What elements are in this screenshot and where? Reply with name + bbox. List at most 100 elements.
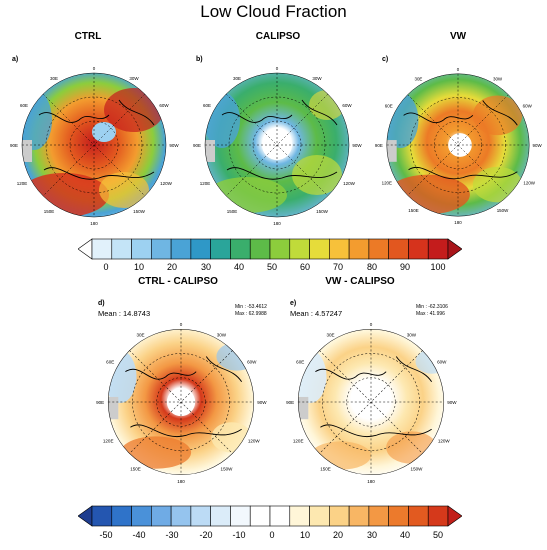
lon-label: 150W [221,467,234,472]
lon-label: 180 [367,479,375,484]
lon-label: 0 [457,67,460,72]
colorbar-swatch [111,505,132,527]
colorbar-swatch [210,505,231,527]
lon-label: 60W [159,103,169,108]
panel-d-mean: Mean : 14.8743 [98,309,151,318]
lon-label: 60E [20,103,28,108]
colorbar-swatch [170,238,192,260]
colorbar-bottom [78,505,462,527]
lon-label: 90E [375,143,383,148]
panel-e-min: Min : -62.3106 [416,304,448,310]
colorbar-end-right [447,238,462,260]
colorbar-swatch [388,238,409,260]
colorbar-tick: 40 [233,262,244,272]
lon-label: 150W [316,209,329,214]
lon-label: 120W [160,181,173,186]
colorbar-tick: 20 [166,262,177,272]
lon-label: 120E [382,181,392,186]
lon-label: 60W [247,360,257,365]
colorbar-top-ticks: 0 10 20 30 40 50 60 70 80 90 100 [0,262,547,274]
colorbar-swatch [190,238,211,260]
colorbar-bottom-ticks: -50 -40 -30 -20 -10 0 10 20 30 40 50 [0,530,547,542]
lon-label: 90E [10,143,18,148]
panel-b-title: CALIPSO [255,31,301,42]
lon-label: 0 [276,66,279,71]
colorbar-swatch [269,238,291,260]
colorbar-swatch [91,238,113,260]
lon-label: 120E [103,438,114,443]
colorbar-end-left [78,238,93,260]
lon-label: 150E [130,467,141,472]
colorbar-tick: 0 [269,530,275,540]
colorbar-tick: 10 [299,530,310,540]
lon-label: 30W [312,76,322,81]
lon-label: 120W [248,438,261,443]
lon-label: 120W [343,181,356,186]
colorbar-end-left [78,505,93,527]
colorbar-swatch [289,238,310,260]
lon-label: 30E [233,76,241,81]
colorbar-tick: 70 [332,262,343,272]
colorbar-swatch [230,238,251,260]
colorbar-swatch [427,505,449,527]
panel-d-label: d) [98,300,105,307]
colorbar-tick: 20 [332,530,343,540]
colorbar-tick: 40 [399,530,410,540]
lon-label: 60W [437,360,447,365]
lon-label: 90W [352,143,362,148]
colorbar-swatch [427,238,449,260]
panel-d-max: Max : 62.9988 [235,311,267,317]
lon-label: 120W [523,181,535,186]
colorbar-swatch [309,505,330,527]
colorbar-tick: -30 [165,530,179,540]
figure-title: Low Cloud Fraction [200,2,347,21]
lon-label: 90W [447,400,457,405]
colorbar-swatch [131,238,152,260]
lon-label: 0 [370,322,373,327]
colorbar-tick: 90 [399,262,410,272]
colorbar-swatch [408,505,429,527]
colorbar-swatch [348,505,370,527]
panel-e-mean: Mean : 4.57247 [290,309,343,318]
lon-label: 30W [407,332,417,337]
lon-label: 30W [217,332,227,337]
colorbar-swatch [368,238,389,260]
map-panel-b: 0 30E 60E 90E 120E 150E 180 150W 120W 90… [193,66,362,226]
colorbar-tick: 30 [200,262,211,272]
colorbar-tick: 0 [103,262,109,272]
colorbar-swatch [249,238,271,260]
panel-a-label: a) [12,56,19,63]
colorbar-swatch [269,505,291,527]
panel-e-title: VW - CALIPSO [325,276,395,287]
lon-label: 30E [137,332,145,337]
lon-label: 150W [497,208,509,213]
colorbar-swatch [348,238,370,260]
colorbar-swatch [388,505,409,527]
lon-label: 120E [17,181,28,186]
lon-label: 150E [44,209,55,214]
panel-c-title: VW [449,31,467,42]
lon-label: 0 [180,322,183,327]
colorbar-swatch [131,505,152,527]
lon-label: 60E [106,360,114,365]
lon-label: 30W [129,76,139,81]
colorbar-swatch [210,238,231,260]
lon-label: 120E [293,438,304,443]
panel-c-label: c) [382,56,389,63]
map-panel-d: 0 30E 60E 90E 120E 150E 180 150W 120W 90… [96,322,267,484]
colorbar-swatch [368,505,389,527]
lon-label: 90E [193,143,201,148]
colorbar-tick: 100 [430,262,446,272]
lon-label: 180 [273,221,281,226]
colorbar-swatch [190,505,211,527]
lon-label: 90E [96,400,104,405]
colorbar-tick: 10 [133,262,144,272]
lon-label: 0 [93,66,96,71]
colorbar-tick: -10 [232,530,246,540]
panel-b-label: b) [196,56,203,63]
colorbar-tick: 50 [432,530,443,540]
map-panel-e: 0 30E 60E 90E 120E 150E 180 150W 120W 90… [286,322,457,484]
lon-label: 180 [177,479,185,484]
colorbar-swatch [289,505,310,527]
lon-label: 180 [90,221,98,226]
